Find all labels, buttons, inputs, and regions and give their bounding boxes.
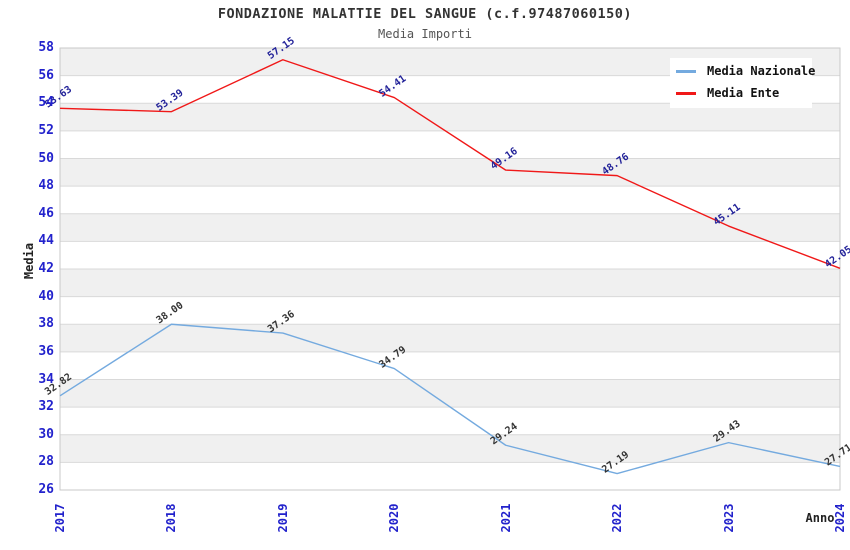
y-tick-label: 30 xyxy=(38,426,54,442)
x-tick-label: 2023 xyxy=(721,503,736,533)
legend-label: Media Nazionale xyxy=(707,64,816,78)
legend-label: Media Ente xyxy=(707,86,780,100)
x-axis-title: Anno xyxy=(805,511,835,525)
x-tick-label: 2019 xyxy=(275,503,290,533)
legend: Media Nazionale Media Ente xyxy=(670,58,815,108)
y-tick-label: 42 xyxy=(38,261,54,276)
legend-item-media-nazionale: Media Nazionale xyxy=(676,60,815,82)
legend-swatch-blue-line xyxy=(676,69,696,73)
x-tick-label: 2022 xyxy=(610,503,625,533)
y-tick-label: 52 xyxy=(38,122,54,138)
y-tick-label: 28 xyxy=(38,454,54,470)
y-tick-label: 26 xyxy=(38,482,54,497)
y-tick-label: 40 xyxy=(38,288,54,304)
chart-title: FONDAZIONE MALATTIE DEL SANGUE (c.f.9748… xyxy=(217,6,633,22)
x-tick-label: 2017 xyxy=(53,503,67,533)
y-tick-label: 48 xyxy=(38,178,54,194)
y-tick-label: 56 xyxy=(38,67,54,83)
chart-subtitle: Media Importi xyxy=(378,27,472,41)
x-tick-label: 2018 xyxy=(164,503,179,533)
y-tick-label: 46 xyxy=(38,205,54,221)
x-tick-label: 2024 xyxy=(833,503,847,533)
y-tick-label: 34 xyxy=(38,371,54,387)
y-tick-label: 54 xyxy=(38,95,54,111)
y-tick-label: 32 xyxy=(38,399,54,415)
y-tick-label: 36 xyxy=(38,343,54,359)
legend-item-media-ente: Media Ente xyxy=(676,82,806,104)
y-tick-label: 50 xyxy=(38,150,54,166)
y-tick-label: 38 xyxy=(38,316,54,332)
legend-swatch-red-line xyxy=(676,91,696,95)
x-tick-label: 2021 xyxy=(498,503,513,533)
y-tick-label: 44 xyxy=(38,233,54,249)
x-tick-label: 2020 xyxy=(387,503,402,533)
y-tick-label: 58 xyxy=(38,40,54,55)
